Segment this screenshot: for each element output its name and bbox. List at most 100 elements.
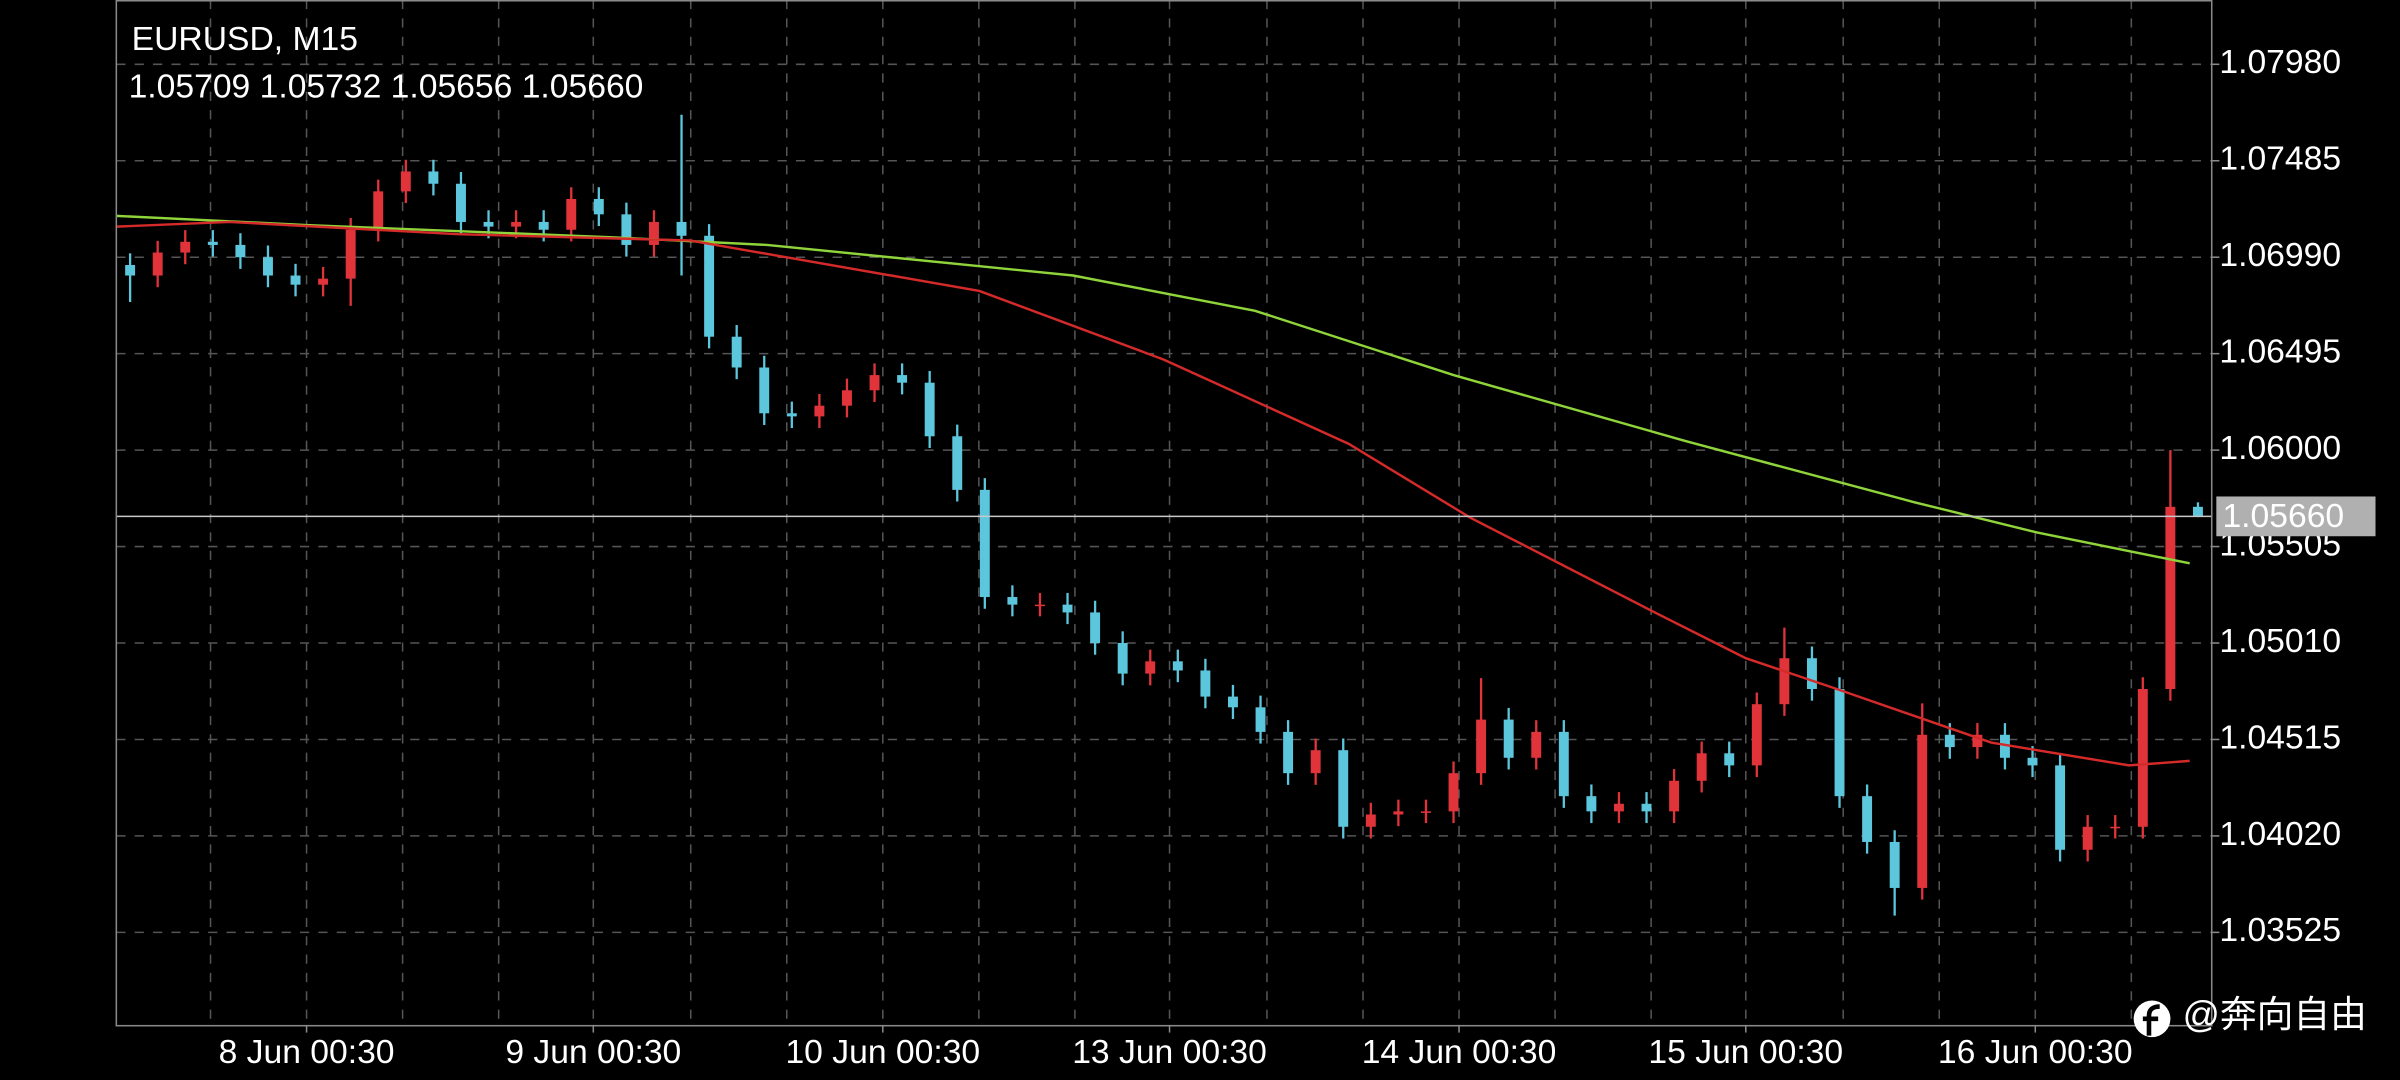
watermark-icon-glyph bbox=[2142, 1004, 2160, 1036]
x-tick-label: 14 Jun 00:30 bbox=[1362, 1034, 1557, 1071]
candle-body bbox=[290, 275, 301, 285]
candle-body bbox=[483, 221, 494, 227]
y-tick-label: 1.04515 bbox=[2219, 719, 2341, 756]
price-label-box bbox=[2216, 496, 2376, 537]
candle-body bbox=[1200, 670, 1211, 697]
x-tick-label: 8 Jun 00:30 bbox=[219, 1034, 395, 1071]
candle-body bbox=[2027, 757, 2038, 766]
candle-body bbox=[511, 221, 522, 227]
candle-body bbox=[235, 244, 246, 258]
candle-body bbox=[869, 375, 880, 391]
candle-body bbox=[786, 413, 797, 417]
candle-body bbox=[1227, 696, 1238, 708]
labels: 1.079801.074851.069901.064951.060001.055… bbox=[219, 44, 2376, 1071]
candle-body bbox=[1724, 753, 1735, 766]
moving-average-line bbox=[116, 220, 2190, 767]
y-tick-label: 1.04020 bbox=[2219, 816, 2341, 853]
candle-body bbox=[1448, 773, 1459, 812]
candle-body bbox=[180, 241, 191, 253]
candle-body bbox=[373, 191, 384, 230]
candle-body bbox=[345, 229, 356, 279]
y-tick-label: 1.05010 bbox=[2219, 623, 2341, 660]
candle-body bbox=[1999, 734, 2010, 758]
candle-body bbox=[1062, 604, 1073, 613]
candle-body bbox=[1586, 796, 1597, 812]
plot-frame bbox=[115, 0, 2213, 1027]
candle-body bbox=[1338, 750, 1349, 827]
y-tick-label: 1.06495 bbox=[2219, 334, 2341, 371]
candle-body bbox=[1862, 796, 1873, 842]
candle-body bbox=[1889, 841, 1900, 888]
candle-body bbox=[152, 252, 163, 276]
moving-average-line bbox=[116, 214, 2190, 565]
candle-body bbox=[731, 336, 742, 368]
x-tick-label: 13 Jun 00:30 bbox=[1072, 1034, 1267, 1071]
candle-body bbox=[318, 278, 329, 285]
grid bbox=[116, 0, 2212, 1025]
price-label: 1.05660 bbox=[2222, 498, 2344, 535]
candle-body bbox=[1503, 719, 1514, 758]
candle-body bbox=[1117, 643, 1128, 674]
candle-body bbox=[676, 221, 687, 236]
y-tick-label: 1.07485 bbox=[2219, 141, 2341, 178]
candle-body bbox=[1972, 734, 1983, 748]
candle-body bbox=[400, 171, 411, 192]
chart-title: EURUSD, M15 bbox=[132, 21, 358, 58]
candle-body bbox=[2055, 765, 2066, 850]
marks bbox=[116, 114, 2212, 916]
candle-body bbox=[1944, 734, 1955, 748]
candle-body bbox=[1145, 661, 1156, 674]
candle-body bbox=[979, 489, 990, 598]
candle-body bbox=[593, 198, 604, 215]
candle-body bbox=[1034, 604, 1045, 607]
candle-body bbox=[263, 257, 273, 276]
candle-body bbox=[566, 198, 577, 230]
candle-body bbox=[621, 214, 632, 245]
candle-body bbox=[1283, 731, 1294, 774]
candle-body bbox=[1476, 719, 1487, 774]
candle-body bbox=[2110, 826, 2121, 829]
candle-body bbox=[704, 235, 715, 337]
x-tick-label: 10 Jun 00:30 bbox=[785, 1034, 980, 1071]
candle-body bbox=[538, 221, 549, 230]
candle-body bbox=[924, 382, 935, 437]
candle-body bbox=[456, 183, 466, 222]
y-tick-label: 1.03525 bbox=[2219, 912, 2341, 949]
candle-body bbox=[1641, 803, 1652, 812]
y-tick-label: 1.07980 bbox=[2219, 44, 2341, 81]
candle-body bbox=[1255, 707, 1266, 732]
candle-body bbox=[1365, 814, 1376, 827]
candle-body bbox=[1393, 811, 1404, 815]
candle-body bbox=[897, 375, 908, 383]
candle-body bbox=[2165, 506, 2176, 690]
x-tick-label: 9 Jun 00:30 bbox=[505, 1034, 681, 1071]
candle-body bbox=[2192, 506, 2203, 517]
candle-body bbox=[649, 221, 659, 245]
candle-body bbox=[1834, 689, 1845, 797]
ohlc-label: 1.05709 1.05732 1.05656 1.05660 bbox=[129, 69, 644, 106]
y-tick-label: 1.06990 bbox=[2219, 237, 2341, 274]
watermark: @奔向自由 bbox=[2183, 994, 2367, 1035]
candle-body bbox=[814, 405, 825, 417]
candle-body bbox=[1090, 612, 1101, 644]
candle-body bbox=[1613, 803, 1624, 812]
candle-body bbox=[1669, 780, 1680, 812]
y-tick-label: 1.06000 bbox=[2219, 430, 2341, 467]
candle-body bbox=[1420, 811, 1431, 813]
candle-body bbox=[1696, 753, 1707, 781]
candle-body bbox=[428, 171, 439, 184]
candle-body bbox=[759, 367, 770, 414]
candle-body bbox=[125, 265, 136, 276]
candle-body bbox=[2137, 689, 2148, 827]
candle-body bbox=[1917, 734, 1928, 888]
candle-body bbox=[1806, 658, 1817, 690]
candle-body bbox=[207, 241, 218, 245]
candle-body bbox=[1007, 597, 1018, 605]
candle-body bbox=[1558, 731, 1569, 797]
candle-body bbox=[1310, 750, 1321, 774]
candle-body bbox=[952, 436, 963, 490]
x-tick-label: 15 Jun 00:30 bbox=[1648, 1034, 1843, 1071]
